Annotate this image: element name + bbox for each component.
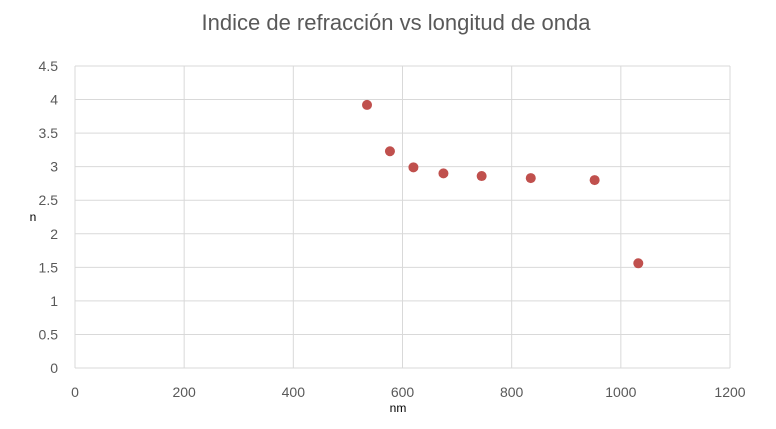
y-tick-label: 2 xyxy=(50,226,58,242)
x-tick-label: 800 xyxy=(500,384,524,400)
data-point xyxy=(476,171,487,182)
grid-lines xyxy=(74,65,731,369)
x-tick-label: 1000 xyxy=(605,384,636,400)
x-axis-ticks: 0 200 400 600 800 1000 1200 xyxy=(71,384,746,400)
x-tick-label: 600 xyxy=(391,384,415,400)
chart-title: Indice de refracción vs longitud de onda xyxy=(202,10,592,35)
y-tick-label: 3 xyxy=(50,159,58,175)
y-tick-label: 3.5 xyxy=(39,125,59,141)
x-tick-label: 400 xyxy=(282,384,306,400)
data-points xyxy=(362,99,644,269)
data-point xyxy=(362,99,373,110)
x-tick-label: 1200 xyxy=(714,384,745,400)
y-tick-label: 1.5 xyxy=(39,259,59,275)
y-tick-label: 0 xyxy=(50,360,58,376)
data-point xyxy=(384,146,395,157)
x-tick-label: 0 xyxy=(71,384,79,400)
data-point xyxy=(525,173,536,184)
y-axis-ticks: 0 0.5 1 1.5 2 2.5 3 3.5 4 4.5 xyxy=(39,58,59,376)
y-axis-label: n xyxy=(30,210,37,224)
x-axis-label: nm xyxy=(390,401,407,415)
data-point xyxy=(438,168,449,179)
data-point xyxy=(589,175,600,186)
y-tick-label: 0.5 xyxy=(39,326,59,342)
x-tick-label: 200 xyxy=(172,384,196,400)
y-tick-label: 2.5 xyxy=(39,192,59,208)
data-point xyxy=(633,258,644,269)
y-tick-label: 1 xyxy=(50,293,58,309)
y-tick-label: 4.5 xyxy=(39,58,59,74)
data-point xyxy=(408,162,419,173)
y-tick-label: 4 xyxy=(50,92,58,108)
